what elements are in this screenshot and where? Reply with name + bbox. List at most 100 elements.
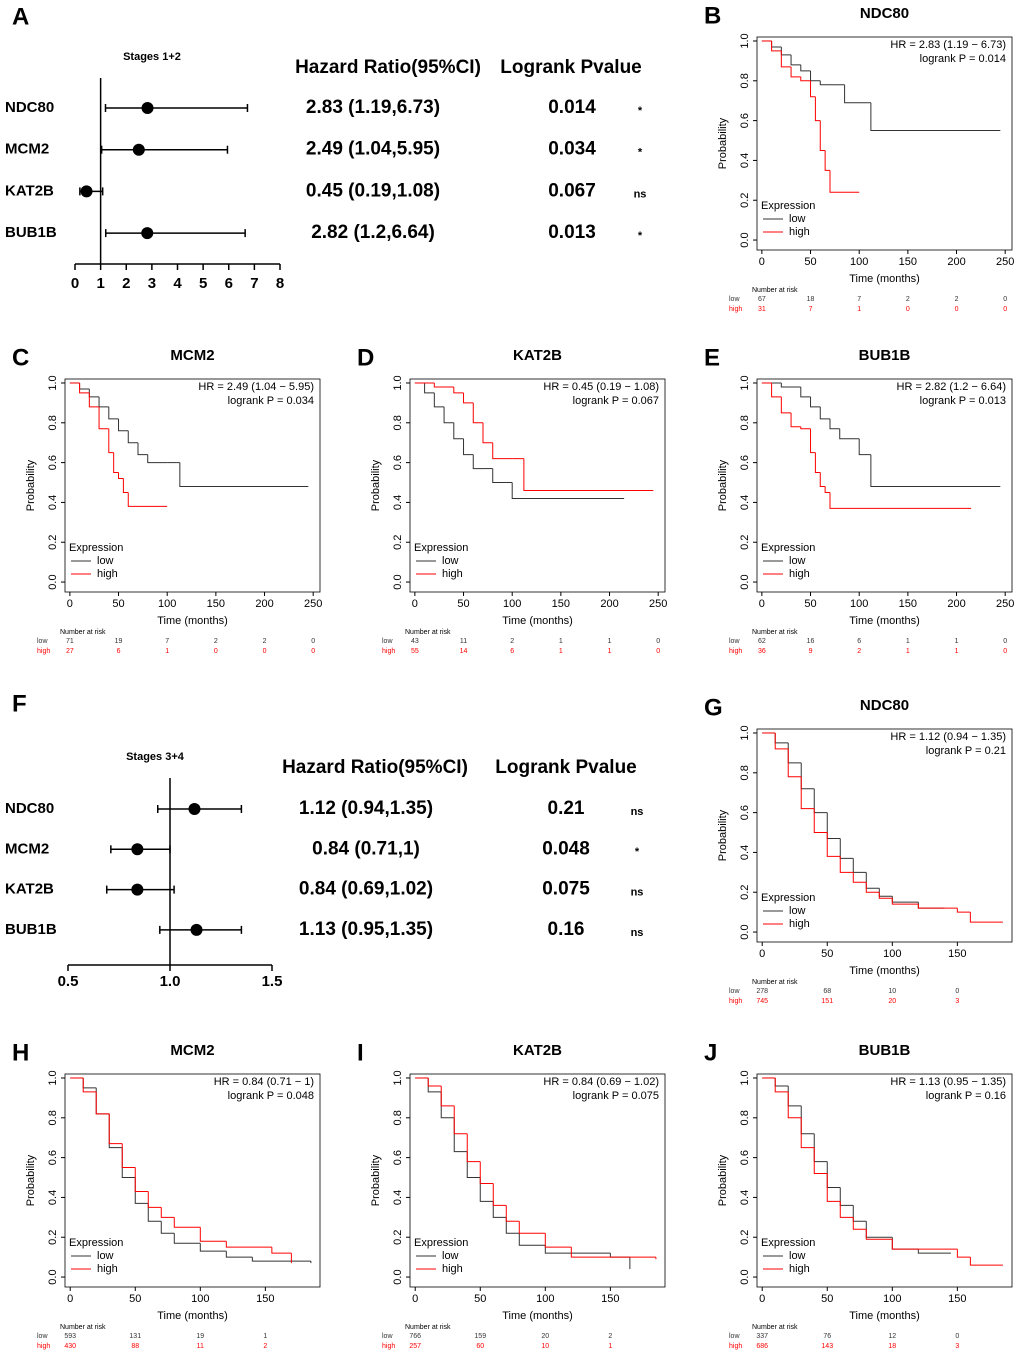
row-label: MCM2 [5, 840, 49, 857]
survival-step [443, 406, 454, 424]
x-tick-label: 150 [601, 1293, 619, 1305]
survival-step [771, 382, 782, 398]
survival-step [609, 1253, 630, 1258]
annotation: logrank P = 0.067 [573, 395, 659, 407]
chart-title: BUB1B [859, 347, 911, 364]
survival-step [826, 832, 841, 857]
at-risk-count: 18 [807, 296, 815, 303]
survival-step [271, 1247, 292, 1254]
survival-step [800, 1117, 815, 1149]
at-risk-count: 0 [214, 648, 218, 655]
risk-title: Number at risk [752, 1324, 798, 1331]
annotation: HR = 2.82 (1.2 − 6.64) [897, 381, 1006, 393]
at-risk-count: 1 [906, 648, 910, 655]
survival-step [179, 462, 309, 487]
at-risk-count: 159 [474, 1333, 486, 1340]
at-risk-count: 2 [214, 638, 218, 645]
row-label: NDC80 [5, 99, 54, 116]
at-risk-count: 1 [857, 306, 861, 313]
p-value: 0.075 [542, 879, 590, 900]
at-risk-count: 0 [311, 648, 315, 655]
at-risk-count: 0 [1003, 648, 1007, 655]
x-tick-label: 200 [255, 598, 273, 610]
hr-label: 1.13 (0.95,1.35) [299, 919, 433, 940]
y-tick-label: 0.0 [739, 574, 751, 589]
at-risk-count: 1 [608, 638, 612, 645]
survival-step [88, 388, 100, 398]
y-tick-label: 0.0 [392, 1269, 404, 1284]
survival-step [800, 776, 815, 810]
survival-step [505, 1205, 520, 1222]
survival-step [800, 762, 815, 790]
legend-title: Expression [414, 542, 468, 554]
hr-point [141, 227, 154, 240]
at-risk-count: 1 [165, 648, 169, 655]
survival-step [917, 904, 958, 909]
survival-step [88, 392, 100, 408]
chart-title: NDC80 [860, 5, 909, 22]
annotation: logrank P = 0.16 [926, 1090, 1006, 1102]
survival-step [774, 1077, 789, 1093]
significance: ns [634, 188, 647, 200]
plot-frame [409, 1073, 666, 1288]
legend-label: high [442, 568, 463, 580]
survival-step [814, 452, 821, 474]
survival-step [98, 406, 109, 430]
hr-label: 2.82 (1.2,6.64) [311, 222, 435, 243]
legend-label: high [789, 568, 810, 580]
survival-step [79, 382, 90, 390]
significance: ns [631, 927, 644, 939]
panel-letter: J [704, 1039, 717, 1066]
y-tick-label: 0.8 [392, 415, 404, 430]
column-header: Logrank Pvalue [495, 757, 637, 778]
y-tick-label: 0.0 [739, 924, 751, 939]
y-tick-label: 0.8 [392, 1110, 404, 1125]
at-risk-count: 1 [955, 648, 959, 655]
survival-step [251, 1257, 311, 1262]
survival-step [118, 418, 129, 432]
at-risk-count: 0 [906, 306, 910, 313]
p-value: 0.013 [548, 222, 596, 243]
risk-row-label: low [729, 1333, 740, 1340]
survival-step [427, 1077, 442, 1093]
survival-step [511, 482, 625, 499]
survival-step [95, 1087, 110, 1115]
survival-step [774, 732, 789, 744]
risk-row-label: low [382, 1333, 393, 1340]
at-risk-count: 1 [263, 1333, 267, 1340]
x-tick-label: 50 [821, 1293, 833, 1305]
survival-step [852, 1205, 867, 1222]
at-risk-count: 2 [955, 296, 959, 303]
panel-letter: F [12, 690, 27, 717]
annotation: HR = 1.13 (0.95 − 1.35) [890, 1076, 1006, 1088]
survival-step [790, 412, 801, 428]
column-header: Hazard Ratio(95%CI) [295, 57, 481, 78]
survival-step [787, 1085, 802, 1107]
survival-step [108, 406, 119, 420]
survival-step [787, 1091, 802, 1119]
forest-title: Stages 1+2 [123, 51, 181, 63]
y-tick-label: 0.2 [739, 535, 751, 550]
p-value: 0.048 [542, 838, 590, 859]
x-tick-label: 50 [804, 256, 816, 268]
y-tick-label: 0.4 [392, 495, 404, 510]
x-tick-label: 3 [148, 275, 156, 292]
column-header: Logrank Pvalue [500, 57, 642, 78]
survival-step [134, 1167, 149, 1192]
x-axis-label: Time (months) [502, 1310, 573, 1322]
annotation: HR = 1.12 (0.94 − 1.35) [890, 731, 1006, 743]
x-tick-label: 0.5 [58, 973, 79, 990]
at-risk-count: 257 [409, 1343, 421, 1350]
risk-title: Number at risk [752, 287, 798, 294]
survival-step [917, 902, 945, 909]
y-tick-label: 1.0 [739, 375, 751, 390]
x-tick-label: 4 [173, 275, 182, 292]
at-risk-count: 1 [955, 638, 959, 645]
survival-step [969, 912, 1003, 923]
row-label: BUB1B [5, 921, 57, 938]
hr-label: 2.83 (1.19,6.73) [306, 97, 440, 118]
survival-step [98, 396, 109, 408]
at-risk-count: 10 [888, 988, 896, 995]
chart-title: BUB1B [859, 1042, 911, 1059]
row-label: NDC80 [5, 800, 54, 817]
